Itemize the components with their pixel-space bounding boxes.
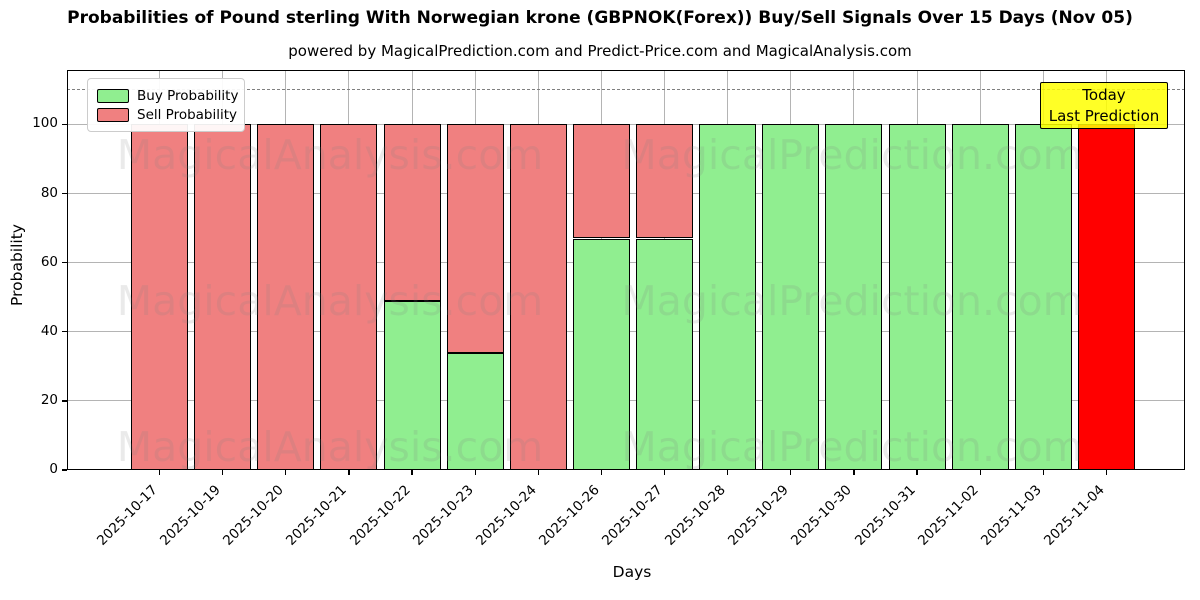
bar-segment-sell bbox=[194, 124, 252, 470]
bar-segment-buy bbox=[825, 124, 883, 470]
x-tick-mark bbox=[853, 470, 855, 475]
x-tick-label: 2025-11-02 bbox=[914, 482, 982, 549]
x-tick-mark bbox=[221, 470, 224, 475]
x-tick-label: 2025-10-29 bbox=[725, 482, 793, 549]
x-tick-label: 2025-11-03 bbox=[977, 482, 1045, 549]
x-tick-label: 2025-10-17 bbox=[94, 482, 161, 549]
x-tick-label: 2025-10-31 bbox=[851, 482, 919, 549]
y-tick-label: 100 bbox=[32, 115, 58, 132]
y-tick-label: 80 bbox=[40, 184, 58, 201]
x-tick-label: 2025-10-24 bbox=[472, 482, 540, 549]
x-tick-label: 2025-10-27 bbox=[599, 482, 666, 549]
x-tick-label: 2025-11-04 bbox=[1040, 482, 1108, 549]
bar-segment-sell bbox=[446, 124, 504, 353]
y-tick-mark bbox=[62, 400, 67, 402]
x-tick-label: 2025-10-23 bbox=[409, 482, 477, 549]
today-annotation-line1: Today bbox=[1082, 86, 1126, 105]
y-tick-mark bbox=[62, 192, 67, 195]
bar-segment-sell bbox=[572, 124, 630, 239]
bar-segment-sell bbox=[131, 124, 188, 470]
bar-segment-sell bbox=[509, 124, 567, 470]
y-tick-mark bbox=[62, 123, 67, 126]
today-annotation: Today Last Prediction bbox=[1040, 82, 1168, 129]
x-axis-label: Days bbox=[612, 563, 652, 581]
x-tick-mark bbox=[474, 470, 476, 475]
x-tick-label: 2025-10-28 bbox=[662, 482, 729, 549]
bar-segment-sell bbox=[383, 124, 441, 301]
x-tick-mark bbox=[663, 470, 666, 475]
x-tick-label: 2025-10-26 bbox=[535, 482, 603, 549]
x-tick-mark bbox=[727, 470, 729, 475]
x-tick-label: 2025-10-21 bbox=[283, 482, 351, 549]
threshold-dashed-line bbox=[67, 89, 1185, 91]
bar-segment-today bbox=[1077, 124, 1135, 470]
x-tick-label: 2025-10-30 bbox=[788, 482, 856, 549]
bar-segment-sell bbox=[257, 124, 315, 470]
legend-buy-label: Buy Probability bbox=[137, 87, 239, 104]
x-tick-mark bbox=[158, 470, 161, 475]
x-tick-mark bbox=[348, 470, 350, 475]
bar-segment-buy bbox=[762, 124, 820, 470]
buy-swatch-icon bbox=[97, 88, 129, 103]
y-tick-label: 40 bbox=[40, 322, 58, 339]
bar-segment-buy bbox=[572, 238, 630, 470]
bar-segment-buy bbox=[1014, 124, 1072, 470]
today-annotation-line2: Last Prediction bbox=[1048, 106, 1160, 125]
bar-segment-buy bbox=[636, 238, 694, 470]
bar-segment-sell bbox=[636, 124, 694, 239]
sell-swatch-icon bbox=[97, 107, 129, 122]
legend-item-buy: Buy Probability bbox=[97, 86, 239, 105]
bar-segment-buy bbox=[446, 352, 504, 470]
chart-subtitle: powered by MagicalPrediction.com and Pre… bbox=[288, 42, 912, 60]
x-tick-mark bbox=[411, 470, 413, 475]
y-tick-mark bbox=[62, 331, 67, 333]
y-tick-label: 20 bbox=[40, 391, 58, 408]
bar-segment-buy bbox=[888, 124, 946, 470]
chart-title: Probabilities of Pound sterling With Nor… bbox=[67, 8, 1133, 28]
x-tick-mark bbox=[916, 470, 918, 475]
x-tick-mark bbox=[1105, 470, 1108, 475]
legend: Buy Probability Sell Probability bbox=[87, 78, 245, 132]
bar-segment-buy bbox=[383, 300, 441, 470]
x-tick-mark bbox=[790, 470, 792, 475]
x-tick-mark bbox=[600, 470, 603, 475]
bar-segment-sell bbox=[320, 124, 378, 470]
x-tick-mark bbox=[285, 470, 287, 475]
x-tick-label: 2025-10-19 bbox=[157, 482, 224, 549]
legend-item-sell: Sell Probability bbox=[97, 105, 238, 124]
x-tick-mark bbox=[537, 470, 539, 475]
bar-segment-buy bbox=[951, 124, 1009, 470]
x-tick-mark bbox=[1042, 470, 1044, 475]
x-tick-label: 2025-10-22 bbox=[346, 482, 414, 549]
x-tick-mark bbox=[979, 470, 981, 475]
bar-segment-buy bbox=[699, 124, 757, 470]
y-tick-label: 0 bbox=[49, 461, 58, 477]
y-tick-mark bbox=[62, 262, 67, 264]
legend-sell-label: Sell Probability bbox=[137, 106, 238, 123]
y-tick-label: 60 bbox=[40, 253, 58, 270]
y-tick-mark bbox=[62, 469, 67, 471]
x-tick-label: 2025-10-20 bbox=[220, 482, 288, 549]
